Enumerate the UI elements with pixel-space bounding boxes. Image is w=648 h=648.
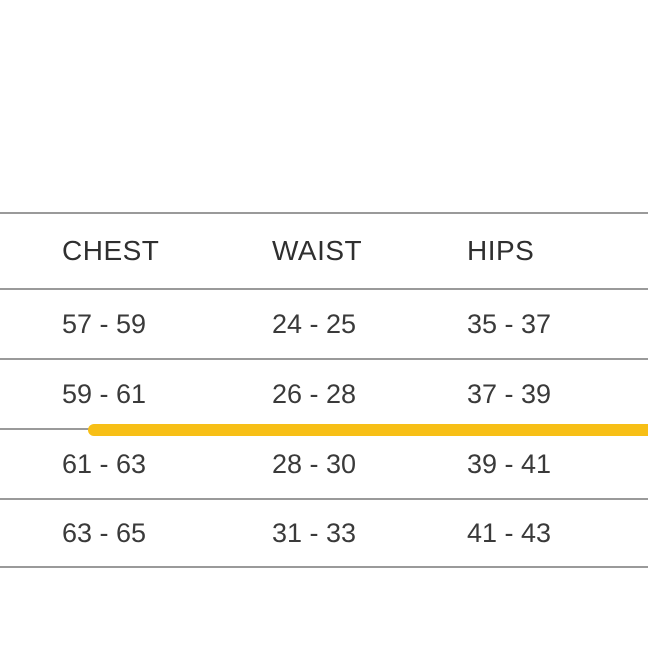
column-header-chest: CHEST	[62, 237, 272, 265]
table-row: 61 - 63 28 - 30 39 - 41	[0, 428, 648, 498]
column-header-waist: WAIST	[272, 237, 467, 265]
cell-waist: 26 - 28	[272, 381, 467, 408]
cell-hips: 39 - 41	[467, 451, 647, 478]
table-row: 57 - 59 24 - 25 35 - 37	[0, 288, 648, 358]
cell-chest: 61 - 63	[62, 451, 272, 478]
table-row: 59 - 61 26 - 28 37 - 39	[0, 358, 648, 428]
cell-waist: 31 - 33	[272, 520, 467, 547]
cell-chest: 63 - 65	[62, 520, 272, 547]
table-row: 63 - 65 31 - 33 41 - 43	[0, 498, 648, 568]
column-header-hips: HIPS	[467, 237, 647, 265]
cell-hips: 41 - 43	[467, 520, 647, 547]
table-header-row: CHEST WAIST HIPS	[0, 212, 648, 288]
cell-waist: 24 - 25	[272, 311, 467, 338]
size-table: CHEST WAIST HIPS 57 - 59 24 - 25 35 - 37…	[0, 212, 648, 568]
cell-hips: 35 - 37	[467, 311, 647, 338]
cell-chest: 59 - 61	[62, 381, 272, 408]
highlight-bar	[88, 424, 648, 436]
cell-chest: 57 - 59	[62, 311, 272, 338]
cell-waist: 28 - 30	[272, 451, 467, 478]
cell-hips: 37 - 39	[467, 381, 647, 408]
